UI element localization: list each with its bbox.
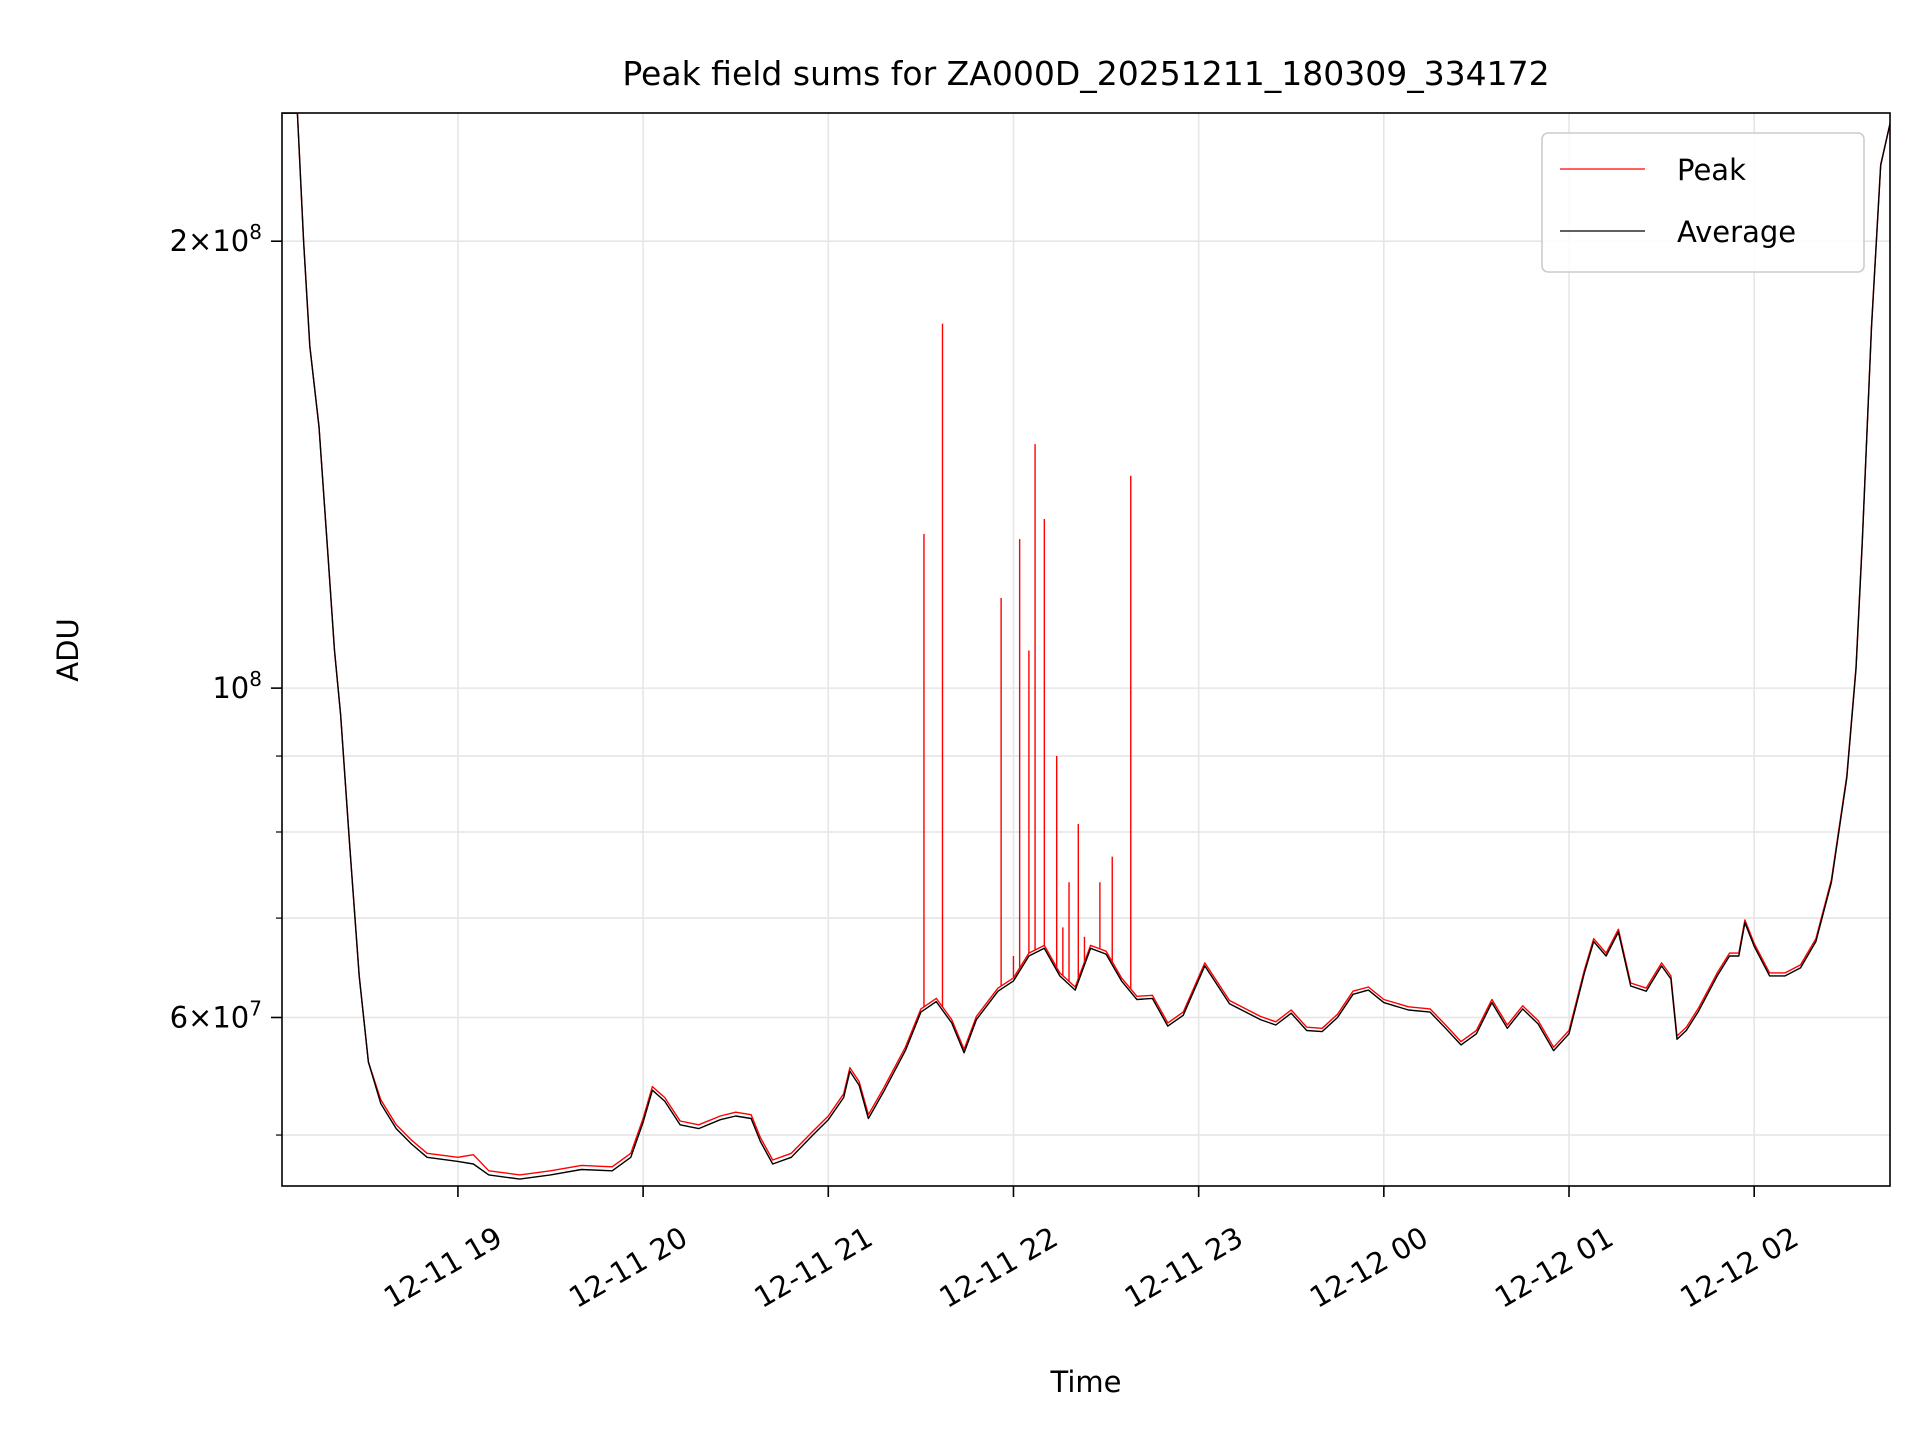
legend: Peak Average (1541, 132, 1865, 273)
y-tick-label: 108 (212, 667, 262, 705)
legend-label-average: Average (1677, 215, 1796, 249)
legend-box (1541, 132, 1865, 273)
plot-frame (281, 112, 1891, 1187)
y-axis-label: ADU (51, 618, 85, 681)
series-layer (282, 113, 1890, 1180)
y-axis: 6×107 108 2×108 (170, 220, 282, 1136)
x-axis-label: Time (1050, 1365, 1122, 1399)
y-tick-label: 6×107 (170, 996, 262, 1034)
y-tick-label: 2×108 (170, 220, 262, 258)
legend-label-peak: Peak (1677, 153, 1746, 187)
series-line-average (282, 113, 1890, 1180)
chart-title: Peak field sums for ZA000D_20251211_1803… (622, 54, 1549, 93)
grid (282, 113, 1890, 1186)
